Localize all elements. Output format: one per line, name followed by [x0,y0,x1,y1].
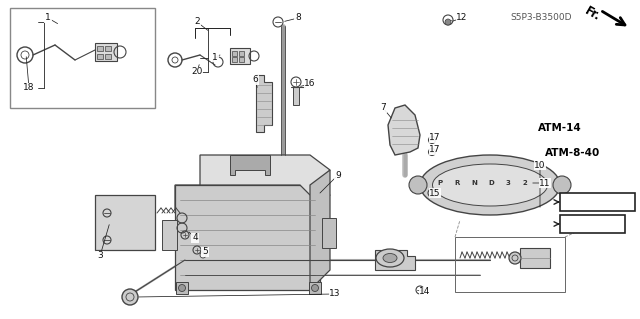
Bar [232,51,237,56]
Text: 7: 7 [380,103,386,113]
Ellipse shape [383,254,397,263]
Text: P: P [437,180,443,186]
Bar [97,46,103,51]
Text: 14: 14 [419,287,431,296]
Text: 9: 9 [335,170,341,180]
Bar [455,237,565,292]
Polygon shape [175,185,330,210]
Text: 18: 18 [23,84,35,93]
Polygon shape [230,155,270,175]
Circle shape [122,289,138,305]
Bar [239,57,244,62]
Text: D: D [488,180,494,186]
Text: 3: 3 [97,251,103,261]
Text: 1: 1 [212,53,218,62]
Polygon shape [256,75,272,132]
Text: 2: 2 [194,18,200,26]
Circle shape [409,176,427,194]
Bar [309,282,321,294]
Bar [105,54,111,59]
Text: N: N [471,180,477,186]
Bar [239,51,244,56]
Bar [10,8,155,108]
Text: 6: 6 [252,76,258,85]
Bar [560,193,635,211]
Text: 12: 12 [456,13,468,23]
Text: 15: 15 [429,189,441,197]
Ellipse shape [376,249,404,267]
Text: 10: 10 [534,160,546,169]
Bar [520,248,550,268]
Circle shape [445,19,451,25]
Text: 5: 5 [202,248,208,256]
Text: R: R [454,180,460,186]
Text: S5P3-B3500D: S5P3-B3500D [510,13,572,22]
Circle shape [509,252,521,264]
Text: 3: 3 [506,180,511,186]
Text: 16: 16 [304,79,316,88]
Ellipse shape [420,155,560,215]
Bar [560,215,625,233]
Bar [232,57,237,62]
Bar [293,87,299,105]
Polygon shape [388,105,420,155]
Bar [95,43,117,61]
Text: 17: 17 [429,133,441,143]
Circle shape [312,285,319,292]
Ellipse shape [433,164,547,206]
Bar [176,282,188,294]
Circle shape [179,285,186,292]
Polygon shape [375,250,415,270]
Text: 2: 2 [523,180,527,186]
Bar [97,54,103,59]
Text: ATM-8-40: ATM-8-40 [545,148,600,158]
Bar [105,46,111,51]
Text: 8: 8 [295,13,301,23]
Bar [95,195,155,250]
Bar [162,220,177,250]
Polygon shape [200,155,330,195]
Text: 17: 17 [429,145,441,154]
Text: ATM-14: ATM-14 [538,122,582,133]
Circle shape [553,176,571,194]
Text: 13: 13 [329,290,340,299]
Bar [230,48,250,64]
Text: Fr.: Fr. [583,4,604,24]
Text: 11: 11 [540,179,551,188]
Bar [322,218,336,248]
Polygon shape [310,170,330,290]
Polygon shape [175,185,320,290]
Text: 4: 4 [192,234,198,242]
Text: 1: 1 [45,13,51,23]
Text: 20: 20 [191,68,203,77]
